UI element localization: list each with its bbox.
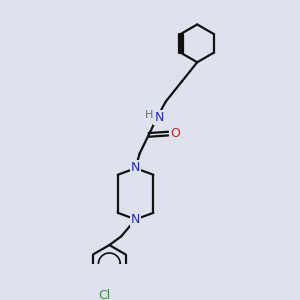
- Text: Cl: Cl: [98, 290, 110, 300]
- Text: N: N: [131, 161, 140, 174]
- Text: N: N: [154, 111, 164, 124]
- Text: O: O: [170, 127, 180, 140]
- Text: H: H: [145, 110, 154, 120]
- Text: N: N: [131, 213, 140, 226]
